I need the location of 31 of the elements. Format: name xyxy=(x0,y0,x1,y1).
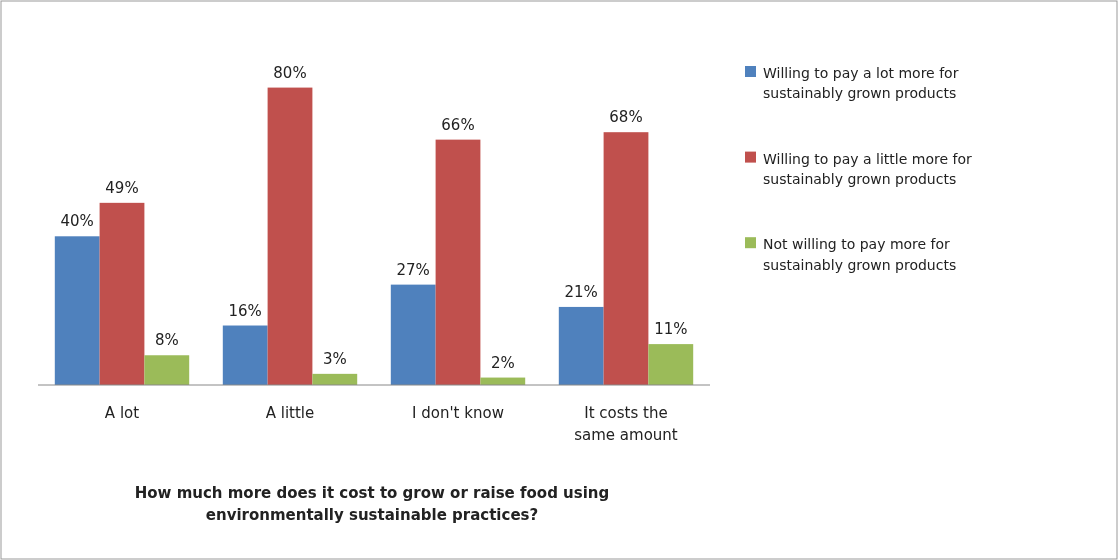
data-label: 21% xyxy=(564,282,598,301)
legend-label: Willing to pay a lot more for sustainably grown products xyxy=(763,65,959,102)
data-label: 11% xyxy=(654,320,688,339)
bar xyxy=(603,132,649,385)
data-label: 16% xyxy=(228,301,262,320)
data-label: 66% xyxy=(441,115,475,134)
data-label: 3% xyxy=(322,349,347,368)
data-label: 49% xyxy=(105,178,139,197)
data-label: 2% xyxy=(490,353,515,372)
legend-label: Not willing to pay more for sustainably grown products xyxy=(763,236,957,273)
bar xyxy=(648,344,694,385)
bar xyxy=(558,306,604,385)
x-tick-label: A lot xyxy=(104,404,140,422)
bar xyxy=(99,202,145,385)
data-label: 68% xyxy=(609,108,643,127)
bar xyxy=(144,355,190,385)
data-label: 40% xyxy=(60,212,94,231)
data-label: 8% xyxy=(154,331,179,350)
x-tick-label: It costs the same amount xyxy=(574,404,678,444)
bar xyxy=(312,373,358,385)
data-label: 27% xyxy=(396,260,430,279)
data-label: 80% xyxy=(273,63,307,82)
bar xyxy=(267,87,313,385)
bar xyxy=(54,236,100,385)
bar xyxy=(435,139,481,385)
bar xyxy=(390,284,436,385)
x-tick-label: A little xyxy=(265,404,315,422)
x-axis-title: How much more does it cost to grow or raise food using environmentally sustainable practices? xyxy=(134,484,610,524)
x-tick-label: I don't know xyxy=(412,404,504,422)
bar xyxy=(222,325,268,385)
legend-label: Willing to pay a little more for sustainably grown products xyxy=(763,150,972,187)
